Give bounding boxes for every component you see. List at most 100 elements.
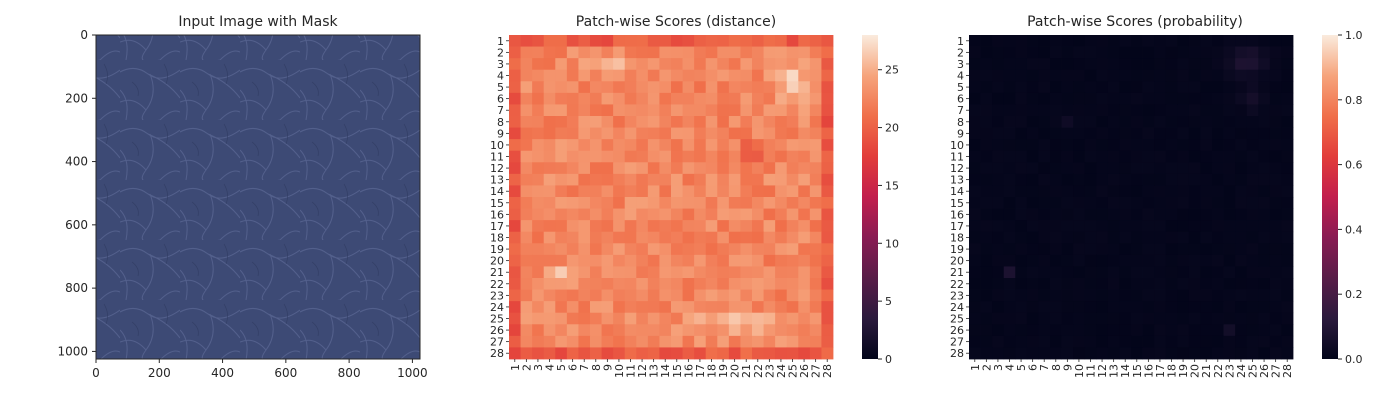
heatmap-cell [601, 35, 614, 47]
heatmap-cell [992, 266, 1005, 279]
heatmap-cell [532, 324, 545, 337]
heatmap-cell [636, 347, 649, 360]
heatmap-cell [590, 58, 602, 71]
row-label: 22 [490, 278, 504, 291]
heatmap-cell [1269, 127, 1282, 140]
heatmap-cell [1269, 312, 1282, 325]
heatmap-cell [809, 301, 822, 314]
heatmap-cell [1177, 35, 1190, 47]
heatmap-cell [613, 150, 626, 163]
heatmap-cell [786, 289, 799, 302]
heatmap-cell [671, 301, 683, 314]
heatmap-cell [532, 254, 545, 267]
heatmap-cell [1142, 347, 1155, 360]
heatmap-cell [1212, 312, 1224, 325]
heatmap-cell [717, 347, 730, 360]
heatmap-cell [1107, 162, 1120, 175]
heatmap-cell [980, 254, 993, 267]
heatmap-cell [520, 127, 533, 140]
heatmap-cell [752, 289, 764, 302]
heatmap-cell [1142, 278, 1155, 290]
heatmap-cell [532, 347, 545, 360]
heatmap-cell [1165, 69, 1178, 82]
heatmap-cell [969, 173, 981, 186]
heatmap-cell [601, 92, 614, 105]
heatmap-cell [752, 254, 764, 267]
heatmap-cell [740, 335, 753, 348]
heatmap-cell [1142, 104, 1155, 117]
heatmap-cell [694, 231, 707, 244]
heatmap-cell [980, 46, 993, 59]
heatmap-cell [636, 162, 649, 175]
y-tick-label: 200 [65, 91, 88, 105]
heatmap-cell [775, 46, 788, 59]
heatmap-cell [1235, 35, 1248, 47]
heatmap-cell [1050, 347, 1062, 360]
heatmap-cell [763, 312, 776, 325]
column-label: 28 [1281, 364, 1294, 378]
heatmap-cell [532, 197, 545, 209]
heatmap-cell [578, 173, 591, 186]
heatmap-cell [1258, 139, 1271, 152]
heatmap-cell [509, 254, 521, 267]
heatmap-cell [520, 289, 533, 302]
heatmap-cell [1258, 104, 1271, 117]
heatmap-cell [717, 208, 730, 221]
heatmap-cell [659, 46, 672, 59]
heatmap-cell [578, 208, 591, 221]
heatmap-cell [1281, 81, 1294, 94]
heatmap-cell [613, 254, 626, 267]
heatmap-cell [992, 301, 1005, 314]
heatmap-cell [682, 173, 695, 186]
heatmap-cell [809, 289, 822, 302]
heatmap-cell [1177, 335, 1190, 348]
heatmap-cell [1073, 58, 1086, 71]
heatmap-cell [1026, 185, 1039, 198]
heatmap-cell [752, 162, 764, 175]
heatmap-cell [543, 162, 556, 175]
row-label: 15 [490, 197, 504, 210]
heatmap-cell [671, 231, 683, 244]
heatmap-cell [1258, 81, 1271, 94]
heatmap-cell [1235, 150, 1248, 163]
heatmap-cell [671, 58, 683, 71]
heatmap-cell [647, 197, 660, 209]
heatmap-cell [543, 243, 556, 256]
heatmap-cell [809, 278, 822, 290]
heatmap-cell [775, 289, 788, 302]
heatmap-cell [1119, 254, 1132, 267]
heatmap-cell [992, 197, 1005, 209]
heatmap-cell [520, 35, 533, 47]
heatmap-cell [578, 150, 591, 163]
heatmap-cell [1061, 173, 1074, 186]
heatmap-cell [1235, 254, 1248, 267]
heatmap-cell [809, 335, 822, 348]
heatmap-cell [659, 243, 672, 256]
heatmap-cell [1073, 92, 1086, 105]
heatmap-cell [1061, 231, 1074, 244]
heatmap-cell [1119, 278, 1132, 290]
heatmap-cell [1096, 324, 1109, 337]
heatmap-cell [705, 35, 718, 47]
heatmap-cell [647, 46, 660, 59]
heatmap-cell [1131, 58, 1143, 71]
heatmap-cell [1003, 324, 1016, 337]
row-label: 28 [950, 347, 964, 360]
heatmap-cell [671, 81, 683, 94]
heatmap-cell [775, 35, 788, 47]
heatmap-cell [509, 92, 521, 105]
heatmap-cell [705, 92, 718, 105]
heatmap-cell [705, 127, 718, 140]
heatmap-cell [1246, 301, 1259, 314]
heatmap-cell [1281, 312, 1294, 325]
heatmap-cell [1165, 46, 1178, 59]
heatmap-cell [566, 266, 579, 279]
heatmap-cell [1015, 220, 1028, 233]
heatmap-cell [1015, 312, 1028, 325]
heatmap-cell [980, 127, 993, 140]
heatmap-cell [1003, 243, 1016, 256]
heatmap-cell [1165, 58, 1178, 71]
heatmap-cell [682, 69, 695, 82]
heatmap-cell [775, 208, 788, 221]
heatmap-cell [555, 208, 568, 221]
